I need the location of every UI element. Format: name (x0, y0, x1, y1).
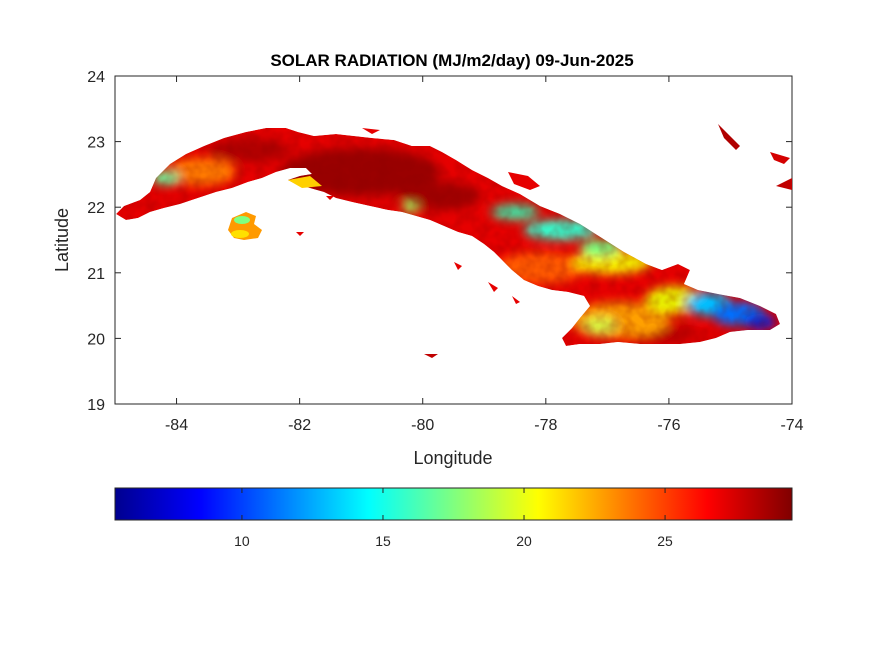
plot-area (114, 75, 793, 405)
x-tick-label: -80 (411, 417, 434, 434)
chart-title: SOLAR RADIATION (MJ/m2/day) 09-Jun-2025 (270, 51, 633, 70)
colorbar-tick-label: 20 (516, 533, 532, 549)
x-tick-label: -78 (534, 417, 557, 434)
x-tick-label: -82 (288, 417, 311, 434)
x-axis: -84 -82 -80 -78 -76 -74 (165, 76, 804, 434)
y-tick-label: 21 (87, 266, 105, 283)
y-tick-label: 20 (87, 331, 105, 348)
x-tick-label: -74 (780, 417, 803, 434)
colorbar-ticks: 10 15 20 25 (234, 488, 673, 549)
x-tick-label: -76 (657, 417, 680, 434)
x-tick-label: -84 (165, 417, 188, 434)
colorbar-tick-label: 15 (375, 533, 391, 549)
colorbar-tick-label: 10 (234, 533, 250, 549)
y-tick-label: 19 (87, 397, 105, 414)
y-axis: 19 20 21 22 23 24 (87, 69, 792, 414)
colorbar-tick-label: 25 (657, 533, 673, 549)
y-tick-label: 22 (87, 200, 105, 217)
x-axis-label: Longitude (413, 448, 492, 468)
y-axis-label: Latitude (52, 208, 72, 272)
y-tick-label: 24 (87, 69, 105, 86)
colorbar (114, 487, 793, 521)
y-tick-label: 23 (87, 135, 105, 152)
